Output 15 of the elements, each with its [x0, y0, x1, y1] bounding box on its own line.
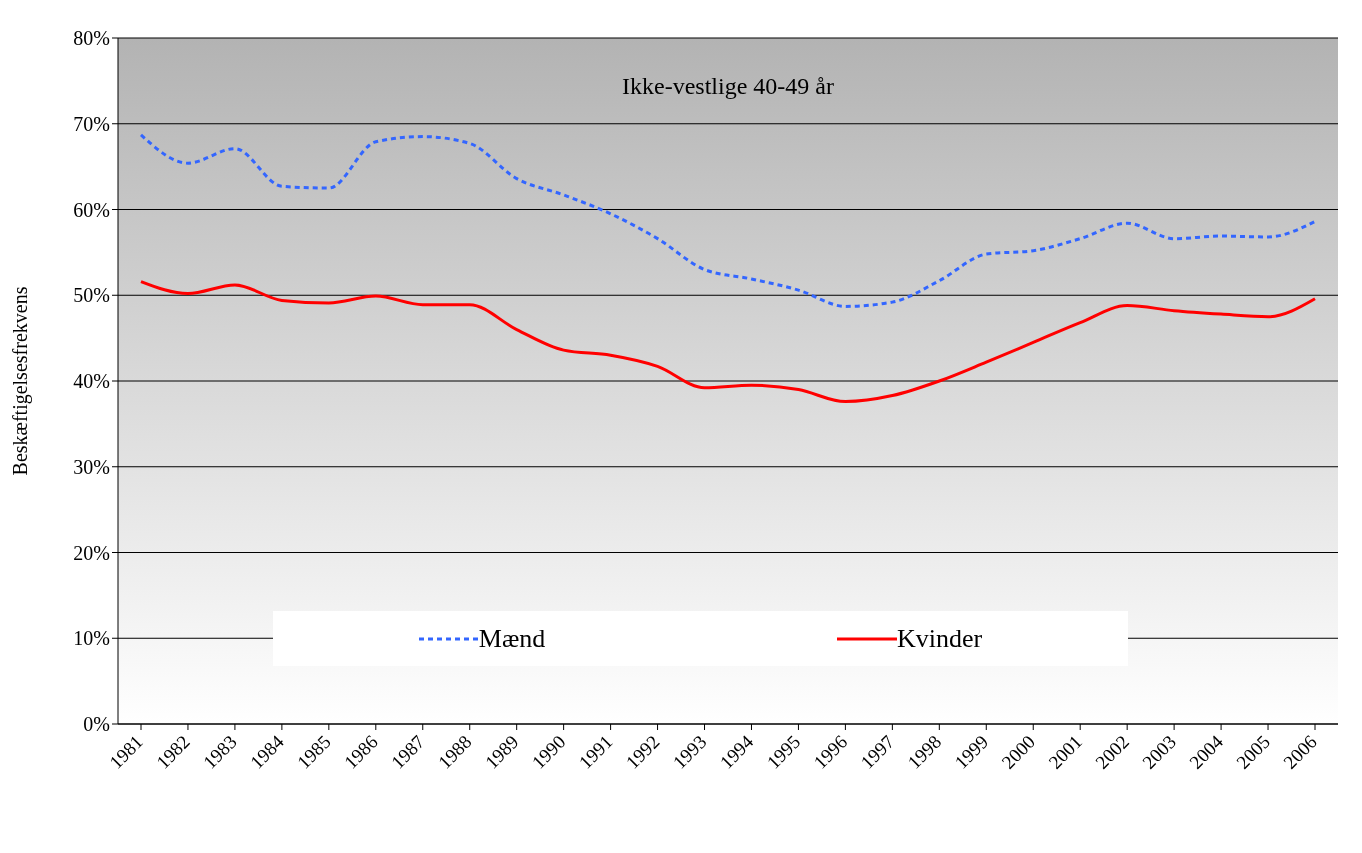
y-tick-label: 70% — [73, 112, 110, 135]
y-tick-label: 20% — [73, 541, 110, 564]
legend-label: Mænd — [478, 623, 546, 654]
y-tick-label: 80% — [73, 27, 110, 50]
y-tick-label: 10% — [73, 627, 110, 650]
text: Ikke-vestlige 40-49 år — [621, 73, 835, 100]
y-tick-label: 40% — [73, 370, 110, 393]
y-tick-label: 60% — [73, 198, 110, 221]
line-series — [139, 280, 1317, 404]
y-tick-label: 50% — [73, 284, 110, 307]
y-axis-title: Beskæftigelsesfrekvens — [9, 286, 33, 476]
legend-label: Kvinder — [896, 623, 983, 654]
x-tick-label: 1991 — [574, 731, 617, 773]
line-series — [139, 133, 1317, 308]
y-tick-label: 30% — [73, 455, 110, 478]
